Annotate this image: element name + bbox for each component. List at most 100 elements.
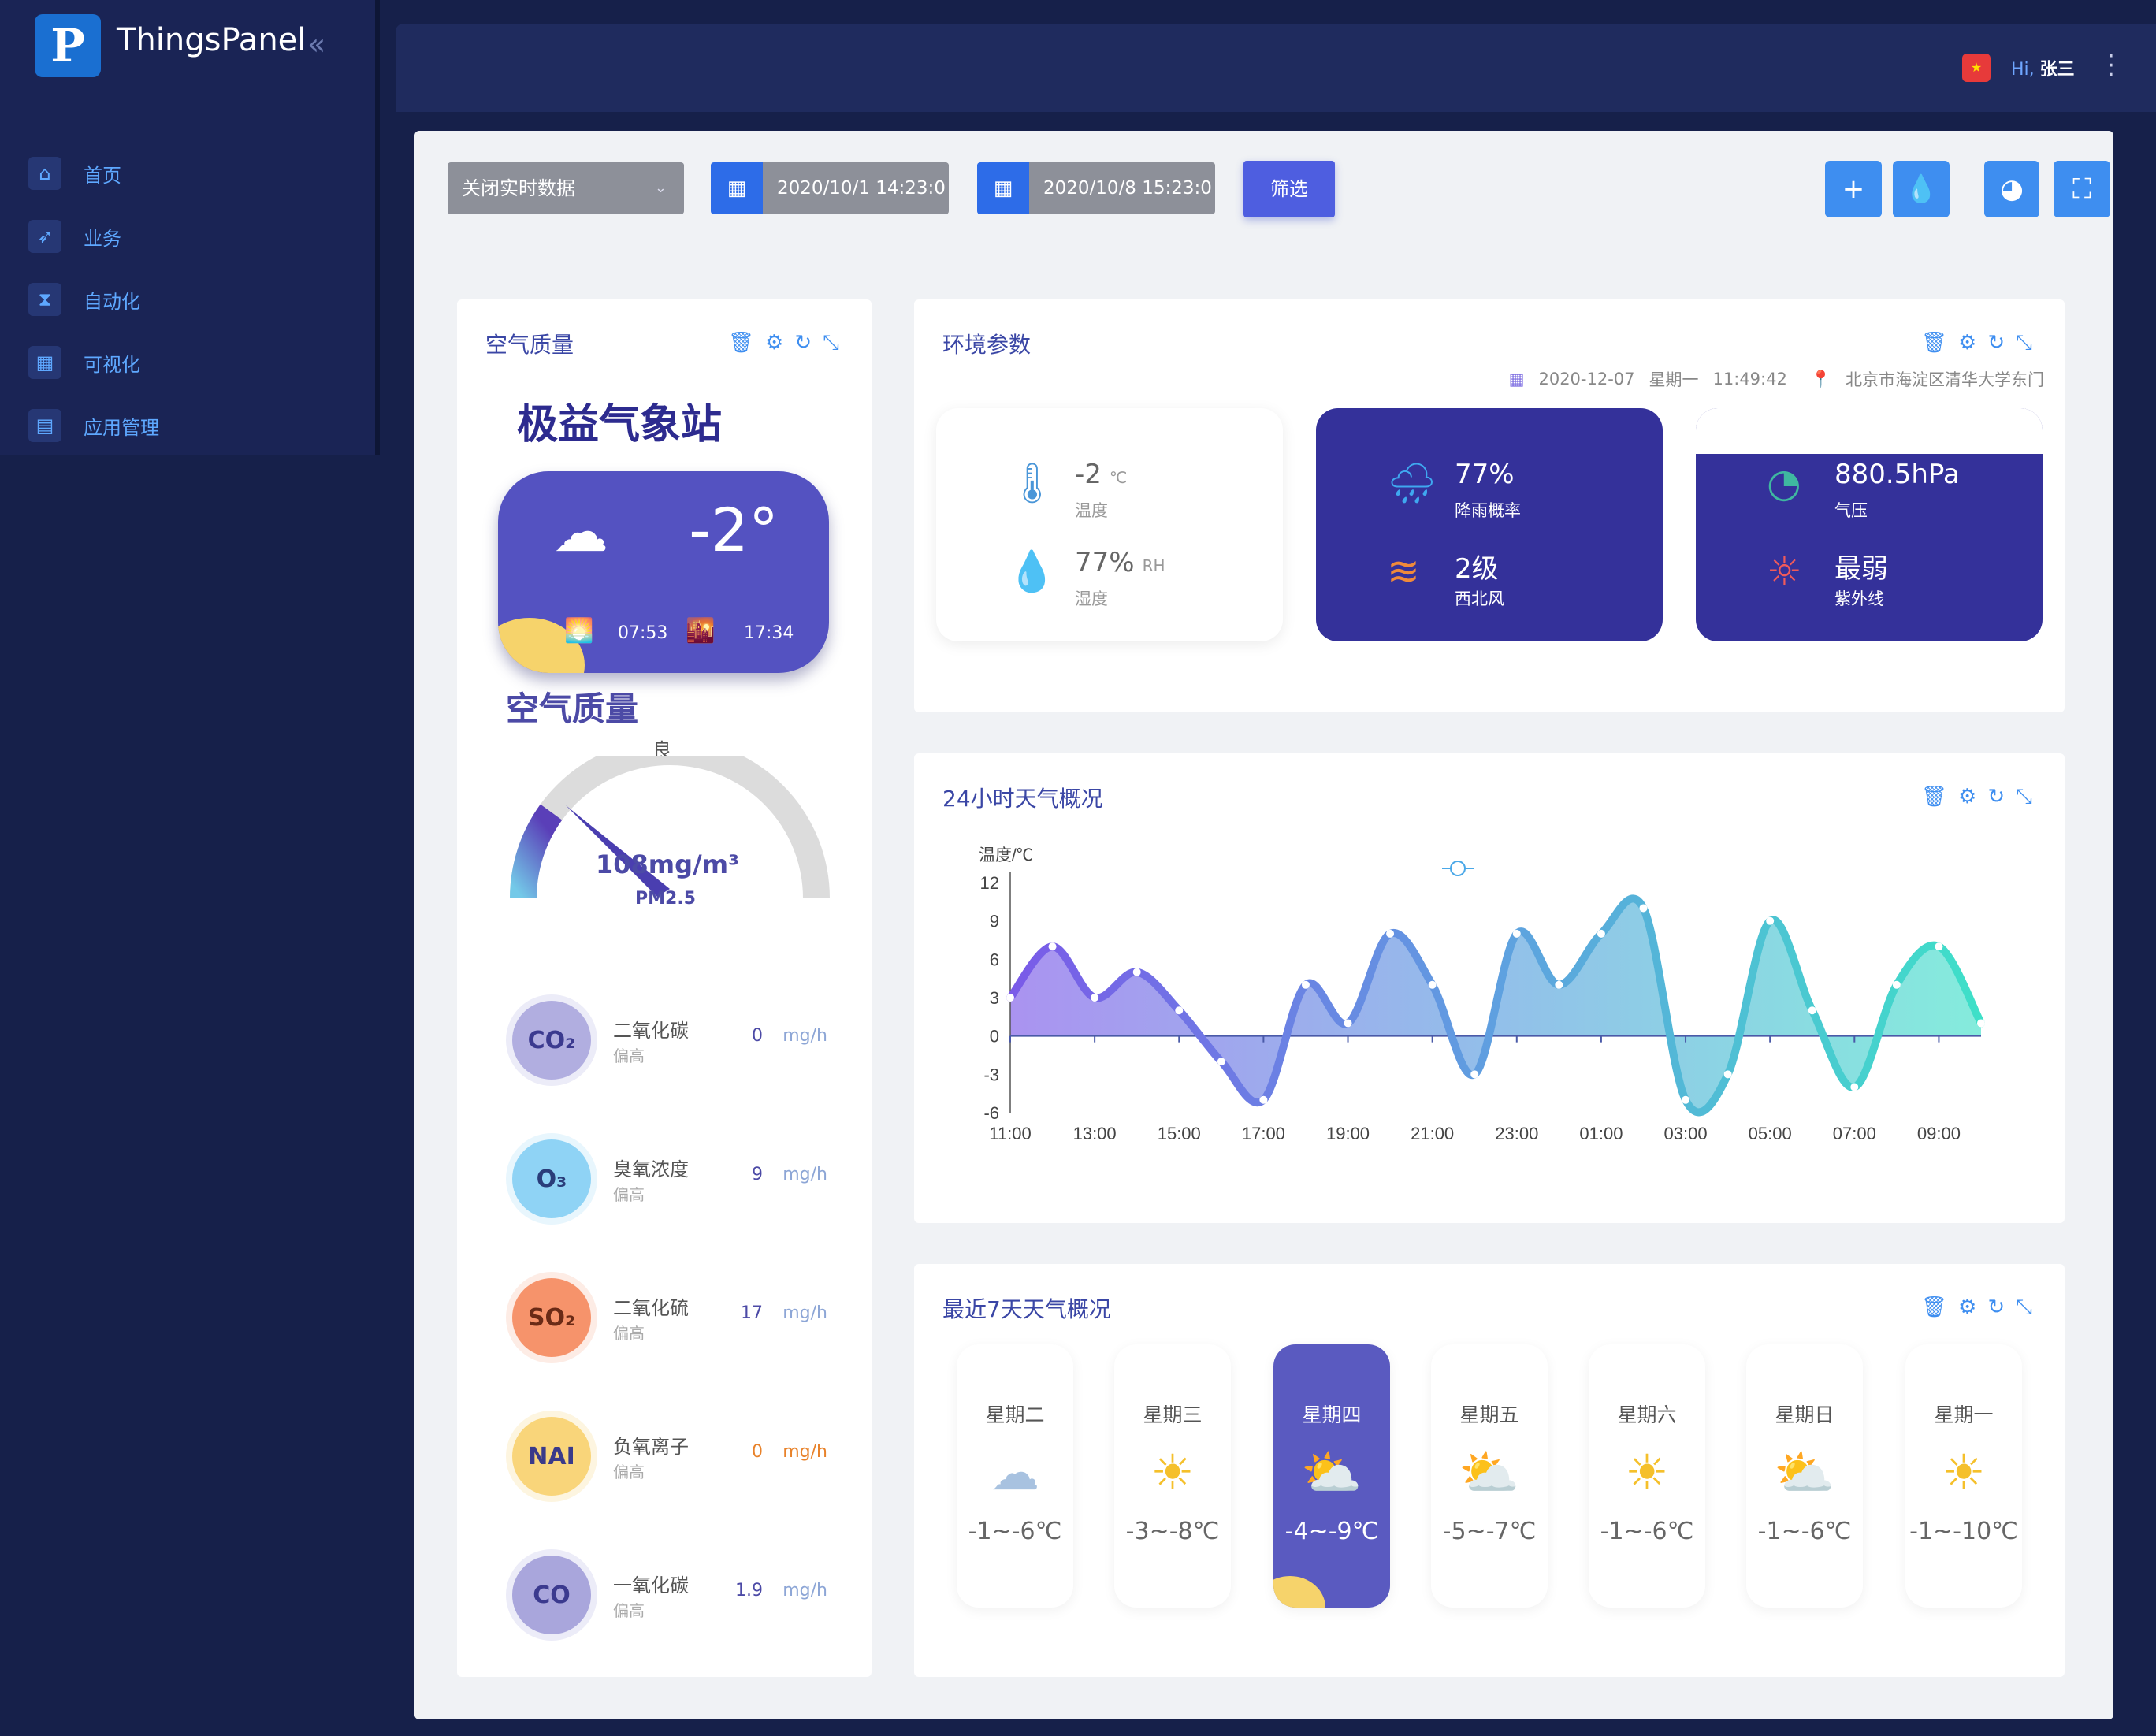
y-tick-label: 12 (980, 873, 999, 893)
cloud-icon: ☁ (553, 500, 608, 564)
data-point (1217, 1058, 1225, 1066)
calendar-icon[interactable]: ▦ (711, 162, 763, 214)
x-tick-label: 07:00 (1833, 1124, 1876, 1143)
expand-icon[interactable]: ⤡ (2016, 331, 2032, 355)
corner-decoration (1273, 1576, 1325, 1608)
pollutant-status: 偏高 (613, 1463, 645, 1481)
data-point (1386, 929, 1395, 938)
card-title: 最近7天天气概况 (942, 1296, 1111, 1322)
x-tick-label: 05:00 (1749, 1124, 1792, 1143)
day-card[interactable]: 星期日 ⛅ -1~-6℃ (1746, 1344, 1863, 1608)
expand-icon[interactable]: ⤡ (2016, 785, 2032, 809)
expand-icon[interactable]: ⤡ (2016, 1295, 2032, 1319)
china-flag-icon[interactable]: ★ (1962, 54, 1991, 82)
refresh-icon[interactable]: ↻ (1987, 331, 2005, 355)
wind-item: ≋ 2级 西北风 (1316, 544, 1663, 623)
y-tick-label: 3 (990, 988, 999, 1008)
gear-icon[interactable]: ⚙ (1958, 1295, 1977, 1319)
data-point (1428, 980, 1437, 989)
temperature-unit: ℃ (1109, 468, 1128, 487)
weather-icon[interactable]: ◕ (1984, 161, 2039, 217)
pollutant-name: 二氧化硫 (613, 1297, 689, 1319)
card-tools: 🗑 ⚙ ↻ ⤡ (1921, 785, 2032, 809)
user-greeting[interactable]: Hi, 张三 (2011, 55, 2075, 80)
fullscreen-icon[interactable]: ⛶ (2054, 161, 2110, 217)
sidebar-item-visualization[interactable]: ▦ 可视化 (28, 331, 159, 394)
sidebar-item-label: 应用管理 (84, 416, 159, 439)
pressure-item: ◔ 880.5hPa 气压 (1696, 455, 2043, 534)
sunset-icon: 🌇 (686, 617, 716, 645)
env-meta: ▦ 2020-12-07 星期一 11:49:42 📍 北京市海淀区清华大学东门 (1509, 367, 2044, 391)
trash-icon[interactable]: 🗑 (1921, 331, 1948, 355)
gear-icon[interactable]: ⚙ (1958, 331, 1977, 355)
gauge-icon: ◔ (1767, 460, 1801, 506)
env-date: 2020-12-07 (1538, 370, 1635, 388)
expand-icon[interactable]: ⤡ (823, 331, 839, 355)
co-icon: CO (512, 1556, 591, 1634)
pollutant-unit: mg/h (782, 1165, 827, 1184)
realtime-select-value: 关闭实时数据 (462, 177, 575, 199)
drop-icon[interactable]: 💧 (1893, 161, 1950, 217)
sidebar-item-label: 自动化 (84, 290, 140, 313)
basket-icon: ▤ (28, 409, 61, 442)
rain-item: 🌧 77% 降雨概率 (1316, 455, 1663, 534)
day-card-selected[interactable]: 星期四 ⛅ -4~-9℃ (1273, 1344, 1390, 1608)
pollutant-name: 二氧化碳 (613, 1020, 689, 1042)
refresh-icon[interactable]: ↻ (1987, 1295, 2005, 1319)
calendar-icon[interactable]: ▦ (977, 162, 1029, 214)
aqi-gauge (510, 756, 830, 899)
collapse-sidebar-icon[interactable]: « (307, 27, 326, 61)
day-card[interactable]: 星期二 ☁ -1~-6℃ (957, 1344, 1073, 1608)
current-temperature: -2° (689, 495, 779, 565)
sidebar-item-business[interactable]: ➶ 业务 (28, 205, 159, 268)
sidebar-item-automation[interactable]: ⧗ 自动化 (28, 268, 159, 331)
refresh-icon[interactable]: ↻ (794, 331, 812, 355)
refresh-icon[interactable]: ↻ (1987, 785, 2005, 809)
sidebar-item-app-management[interactable]: ▤ 应用管理 (28, 394, 159, 457)
more-menu-icon[interactable]: · · · (2107, 43, 2115, 89)
humidity-unit: RH (1142, 556, 1165, 575)
data-point (1091, 994, 1099, 1002)
trash-icon[interactable]: 🗑 (1921, 1295, 1948, 1319)
realtime-select[interactable]: 关闭实时数据 ⌄ (448, 162, 684, 214)
data-point (1555, 980, 1563, 989)
pollutant-row: SO₂ 二氧化硫 偏高 17 mg/h (512, 1278, 827, 1357)
day-range: -1~-6℃ (1757, 1518, 1852, 1545)
box-top-strip (1696, 408, 2043, 454)
end-date-input[interactable]: 2020/10/8 15:23:0 (1029, 162, 1215, 214)
card-title: 24小时天气概况 (942, 786, 1103, 812)
trash-icon[interactable]: 🗑 (1921, 785, 1948, 809)
droplet-icon: 💧 (1007, 548, 1057, 594)
x-tick-label: 21:00 (1411, 1124, 1454, 1143)
env-box-pressure-uv: ◔ 880.5hPa 气压 ☼ 最弱 紫外线 (1696, 408, 2043, 641)
data-point (1935, 942, 1943, 951)
day-name: 星期一 (1934, 1403, 1994, 1426)
pollutant-row: CO₂ 二氧化碳 偏高 0 mg/h (512, 1001, 827, 1080)
data-point (1175, 1006, 1184, 1015)
day-card[interactable]: 星期五 ⛅ -5~-7℃ (1431, 1344, 1548, 1608)
sidebar-item-home[interactable]: ⌂ 首页 (28, 142, 159, 205)
current-weather-box: ☁ -2° 🌅 07:53 🌇 17:34 (498, 471, 829, 673)
sun-icon: ☼ (1767, 548, 1802, 594)
plus-icon[interactable]: + (1825, 161, 1882, 217)
trash-icon[interactable]: 🗑 (728, 331, 755, 355)
snow-cloud-icon: ☁ (991, 1444, 1039, 1501)
gear-icon[interactable]: ⚙ (765, 331, 784, 355)
sunrise-time: 07:53 (618, 623, 668, 643)
sun-icon: ☀ (1942, 1444, 1986, 1501)
pollutant-status: 偏高 (613, 1601, 645, 1620)
start-date-input[interactable]: 2020/10/1 14:23:0 (763, 162, 949, 214)
gear-icon[interactable]: ⚙ (1958, 785, 1977, 809)
home-icon: ⌂ (28, 157, 61, 190)
pollutant-value: 9 (752, 1165, 763, 1184)
x-tick-label: 13:00 (1073, 1124, 1117, 1143)
day-card[interactable]: 星期三 ☀ -3~-8℃ (1114, 1344, 1231, 1608)
day-card[interactable]: 星期六 ☀ -1~-6℃ (1589, 1344, 1705, 1608)
day-range: -3~-8℃ (1125, 1518, 1220, 1545)
filter-button[interactable]: 筛选 (1243, 161, 1335, 217)
day-card[interactable]: 星期一 ☀ -1~-10℃ (1905, 1344, 2022, 1608)
sun-icon: ☀ (1625, 1444, 1669, 1501)
o3-icon: O₃ (512, 1139, 591, 1218)
env-location: 北京市海淀区清华大学东门 (1846, 370, 2044, 389)
